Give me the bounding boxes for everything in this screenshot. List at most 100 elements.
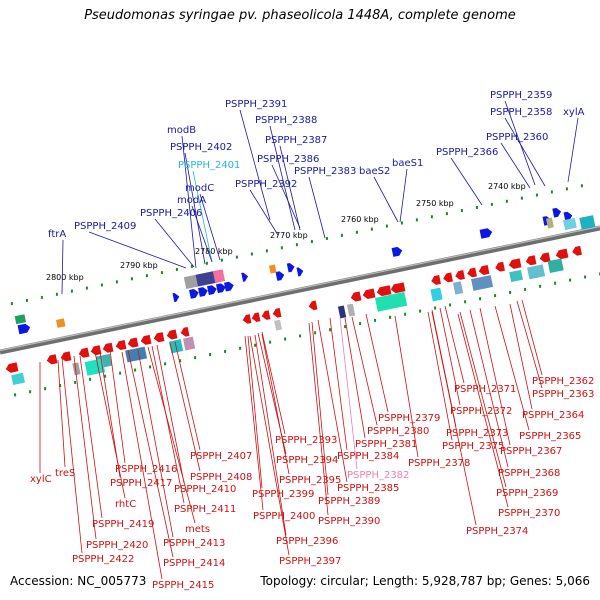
reverse-scale-tick xyxy=(74,380,77,384)
reverse-gene-label: PSPPH_2415 xyxy=(152,580,214,591)
reverse-feature-block xyxy=(125,346,148,363)
forward-leader-line xyxy=(279,145,301,231)
forward-gene-label: modC xyxy=(185,183,214,194)
forward-scale-tick xyxy=(415,218,418,222)
reverse-leader-line xyxy=(339,317,358,470)
reverse-gene-arrow xyxy=(140,334,152,345)
reverse-gene-label: PSPPH_2365 xyxy=(519,431,581,442)
reverse-gene-arrow xyxy=(572,245,582,256)
reverse-leader-line xyxy=(121,351,163,580)
reverse-feature-block xyxy=(471,275,494,291)
reverse-scale-tick xyxy=(584,275,587,279)
reverse-leader-line xyxy=(444,305,465,384)
forward-gene-label: modB xyxy=(167,125,196,136)
reverse-gene-arrow xyxy=(251,312,261,322)
reverse-feature-block xyxy=(11,372,25,386)
reverse-leader-line xyxy=(351,316,378,426)
reverse-scale-tick xyxy=(359,322,362,326)
reverse-feature-block xyxy=(182,336,196,351)
reverse-scale-tick xyxy=(59,384,62,388)
forward-leader-line xyxy=(199,193,221,261)
forward-gene-label: PSPPH_2406 xyxy=(140,208,202,219)
reverse-gene-label: PSPPH_2380 xyxy=(367,426,429,437)
reverse-scale-tick xyxy=(374,318,377,322)
reverse-gene-label: PSPPH_2393 xyxy=(275,435,337,446)
reverse-leader-line xyxy=(439,307,461,406)
reverse-scale-tick xyxy=(164,362,167,366)
reverse-gene-label: PSPPH_2378 xyxy=(408,458,470,469)
forward-gene-arrow xyxy=(552,207,562,218)
forward-scale-tick xyxy=(325,236,328,240)
reverse-gene-label: PSPPH_2394 xyxy=(276,455,338,466)
forward-gene-arrow xyxy=(286,263,295,273)
forward-scale-tick xyxy=(460,209,463,213)
forward-scale-tick xyxy=(40,295,43,299)
reverse-scale-tick xyxy=(209,353,212,357)
forward-leader-line xyxy=(500,142,531,189)
reverse-gene-arrow xyxy=(443,272,453,283)
kbp-label: 2770 kbp xyxy=(270,231,308,240)
forward-scale-tick xyxy=(490,202,493,206)
forward-gene-label: PSPPH_2391 xyxy=(225,99,287,110)
reverse-scale-tick xyxy=(314,331,317,335)
reverse-gene-arrow xyxy=(539,252,551,263)
reverse-scale-tick xyxy=(14,393,17,397)
reverse-gene-arrow xyxy=(508,258,522,269)
reverse-feature-block xyxy=(527,264,546,280)
reverse-leader-line xyxy=(261,331,286,435)
reverse-gene-arrow xyxy=(308,300,318,311)
forward-leader-line xyxy=(567,117,579,183)
forward-gene-label: PSPPH_2388 xyxy=(255,115,317,126)
reverse-scale-tick xyxy=(224,349,227,353)
reverse-gene-arrow xyxy=(376,285,392,297)
reverse-gene-label: PSPPH_2407 xyxy=(190,451,252,462)
forward-scale-tick xyxy=(550,190,553,194)
reverse-gene-label: PSPPH_2395 xyxy=(279,475,341,486)
forward-gene-label: xylA xyxy=(563,107,585,118)
reverse-feature-block xyxy=(274,319,283,331)
reverse-scale-tick xyxy=(389,315,392,319)
reverse-feature-block xyxy=(337,305,347,319)
forward-gene-label: PSPPH_2387 xyxy=(265,135,327,146)
reverse-scale-tick xyxy=(269,340,272,344)
reverse-scale-tick xyxy=(509,291,512,295)
reverse-gene-arrow xyxy=(180,326,190,337)
reverse-leader-line xyxy=(247,335,263,489)
reverse-leader-line xyxy=(317,319,348,483)
reverse-gene-label: PSPPH_2368 xyxy=(498,468,560,479)
reverse-leader-line xyxy=(427,311,453,441)
forward-gene-label: PSPPH_2383 xyxy=(294,166,356,177)
forward-scale-tick xyxy=(10,302,13,306)
reverse-gene-arrow xyxy=(495,261,505,272)
reverse-gene-label: PSPPH_2420 xyxy=(86,540,148,551)
reverse-gene-arrow xyxy=(60,351,72,362)
reverse-gene-arrow xyxy=(153,332,165,343)
reverse-gene-arrow xyxy=(350,291,362,302)
reverse-feature-block xyxy=(374,291,408,312)
reverse-scale-tick xyxy=(254,343,257,347)
reverse-gene-label: PSPPH_2374 xyxy=(466,526,528,537)
forward-scale-tick xyxy=(130,277,133,281)
reverse-gene-label: PSPPH_2399 xyxy=(252,489,314,500)
reverse-gene-arrow xyxy=(102,342,114,353)
forward-feature-block xyxy=(268,264,277,274)
reverse-scale-tick xyxy=(479,297,482,301)
reverse-scale-tick xyxy=(404,312,407,316)
reverse-gene-label: PSPPH_2389 xyxy=(318,496,380,507)
reverse-leader-line xyxy=(457,313,509,508)
reverse-feature-block xyxy=(547,258,564,274)
kbp-label: 2780 kbp xyxy=(195,247,233,256)
reverse-scale-tick xyxy=(329,328,332,332)
reverse-leader-line xyxy=(57,359,66,468)
forward-scale-tick xyxy=(85,286,88,290)
reverse-leader-line xyxy=(469,309,509,468)
reverse-gene-arrow xyxy=(115,340,127,351)
forward-scale-tick xyxy=(145,274,148,278)
reverse-leader-line xyxy=(261,333,290,475)
reverse-leader-line xyxy=(174,341,201,451)
forward-scale-tick xyxy=(160,271,163,275)
forward-gene-arrow xyxy=(216,283,226,294)
forward-feature-block xyxy=(579,215,596,230)
forward-gene-arrow xyxy=(17,323,31,335)
